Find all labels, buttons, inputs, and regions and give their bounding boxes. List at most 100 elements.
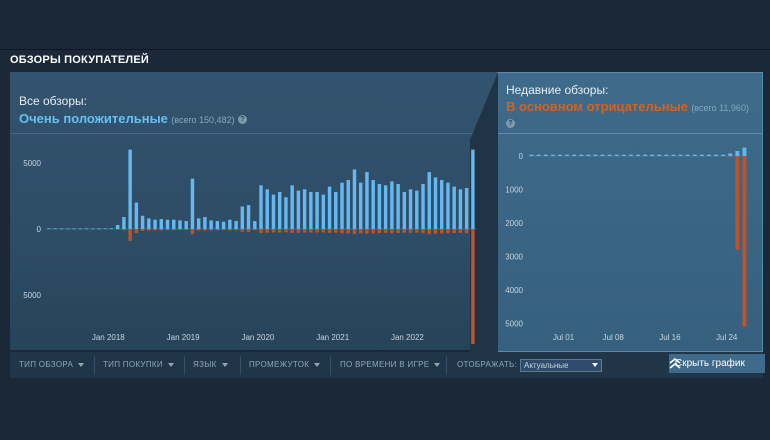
bar-positive[interactable] [209, 220, 213, 229]
bar-negative[interactable] [742, 156, 747, 327]
bar-negative[interactable] [371, 228, 375, 234]
bar-negative[interactable] [365, 228, 369, 234]
bar-positive[interactable] [390, 181, 394, 229]
help-icon[interactable]: ? [506, 119, 515, 129]
bar-positive[interactable] [408, 189, 413, 229]
bar-negative[interactable] [246, 228, 251, 233]
bar-positive[interactable] [685, 154, 690, 157]
bar-positive[interactable] [203, 217, 207, 229]
bar-positive[interactable] [721, 154, 726, 157]
bar-negative[interactable] [178, 228, 182, 231]
bar-negative[interactable] [147, 228, 151, 231]
bar-negative[interactable] [446, 228, 450, 234]
bar-positive[interactable] [471, 149, 475, 229]
bar-negative[interactable] [471, 228, 475, 345]
bar-negative[interactable] [203, 228, 207, 231]
bar-positive[interactable] [91, 228, 95, 230]
bar-positive[interactable] [529, 154, 534, 157]
bar-positive[interactable] [458, 189, 463, 229]
bar-negative[interactable] [228, 228, 232, 231]
bar-positive[interactable] [78, 228, 82, 230]
bar-negative[interactable] [352, 228, 357, 234]
bar-negative[interactable] [728, 156, 733, 157]
bar-positive[interactable] [383, 185, 388, 229]
bar-positive[interactable] [140, 215, 145, 229]
bar-positive[interactable] [742, 147, 747, 157]
bar-positive[interactable] [557, 154, 562, 157]
bar-negative[interactable] [140, 228, 145, 231]
bar-positive[interactable] [446, 182, 450, 229]
bar-positive[interactable] [147, 218, 151, 229]
bar-positive[interactable] [664, 154, 669, 157]
bar-positive[interactable] [427, 172, 431, 229]
bar-positive[interactable] [315, 191, 319, 229]
filter-playtime[interactable]: ПО ВРЕМЕНИ В ИГРЕ [340, 360, 441, 369]
bar-positive[interactable] [464, 187, 469, 229]
bar-negative[interactable] [221, 228, 226, 231]
bar-positive[interactable] [246, 205, 251, 229]
bar-positive[interactable] [396, 184, 400, 229]
bar-negative[interactable] [153, 228, 157, 231]
bar-positive[interactable] [47, 228, 51, 230]
bar-positive[interactable] [433, 177, 438, 229]
bar-negative[interactable] [271, 228, 276, 233]
bar-positive[interactable] [643, 154, 648, 157]
bar-positive[interactable] [621, 154, 626, 157]
bar-negative[interactable] [408, 228, 413, 233]
bar-positive[interactable] [277, 191, 282, 229]
bar-negative[interactable] [253, 228, 257, 231]
bar-positive[interactable] [586, 154, 591, 157]
bar-positive[interactable] [735, 151, 740, 157]
bar-positive[interactable] [172, 219, 176, 229]
bar-positive[interactable] [600, 154, 605, 157]
filter-purchase-type[interactable]: ТИП ПОКУПКИ [103, 360, 174, 369]
bar-negative[interactable] [240, 228, 245, 232]
bar-positive[interactable] [657, 154, 662, 157]
bar-positive[interactable] [377, 184, 382, 229]
bar-positive[interactable] [550, 154, 555, 157]
bar-negative[interactable] [327, 228, 332, 233]
bar-positive[interactable] [728, 153, 733, 157]
bar-negative[interactable] [334, 228, 338, 233]
bar-positive[interactable] [707, 154, 711, 157]
bar-positive[interactable] [334, 191, 338, 229]
bar-positive[interactable] [159, 219, 164, 229]
bar-positive[interactable] [714, 154, 719, 157]
bar-positive[interactable] [614, 154, 619, 157]
bar-positive[interactable] [628, 154, 633, 157]
bar-positive[interactable] [284, 197, 288, 229]
bar-negative[interactable] [415, 228, 419, 233]
bar-positive[interactable] [565, 154, 569, 157]
bar-positive[interactable] [543, 154, 548, 157]
bar-negative[interactable] [128, 228, 132, 241]
bar-positive[interactable] [153, 219, 157, 229]
bar-positive[interactable] [196, 218, 201, 229]
bar-positive[interactable] [671, 154, 676, 157]
bar-negative[interactable] [421, 228, 425, 234]
bar-negative[interactable] [383, 228, 388, 233]
bar-positive[interactable] [572, 154, 577, 157]
bar-positive[interactable] [365, 172, 369, 229]
bar-positive[interactable] [359, 182, 363, 229]
bar-positive[interactable] [607, 154, 612, 157]
bar-negative[interactable] [302, 228, 307, 233]
bar-positive[interactable] [221, 221, 226, 229]
filter-review-type[interactable]: ТИП ОБЗОРА [19, 360, 85, 369]
bar-positive[interactable] [134, 202, 139, 229]
all-reviews-chart[interactable]: 5000 0 5000 Jan 2018 Jan 2019 Jan 2020 Jan 202… [23, 149, 476, 345]
bar-positive[interactable] [296, 190, 301, 229]
bar-negative[interactable] [290, 228, 294, 233]
bar-negative[interactable] [172, 228, 176, 231]
bar-positive[interactable] [452, 186, 456, 229]
filter-period[interactable]: ПРОМЕЖУТОК [249, 360, 321, 369]
bar-positive[interactable] [66, 228, 70, 230]
bar-positive[interactable] [536, 154, 541, 157]
bar-positive[interactable] [327, 186, 332, 229]
bar-positive[interactable] [402, 191, 407, 229]
filter-language[interactable]: ЯЗЫК [193, 360, 228, 369]
bar-negative[interactable] [134, 228, 139, 233]
bar-positive[interactable] [115, 225, 120, 229]
bar-positive[interactable] [59, 228, 64, 230]
bar-positive[interactable] [421, 184, 425, 229]
bar-negative[interactable] [234, 228, 238, 231]
